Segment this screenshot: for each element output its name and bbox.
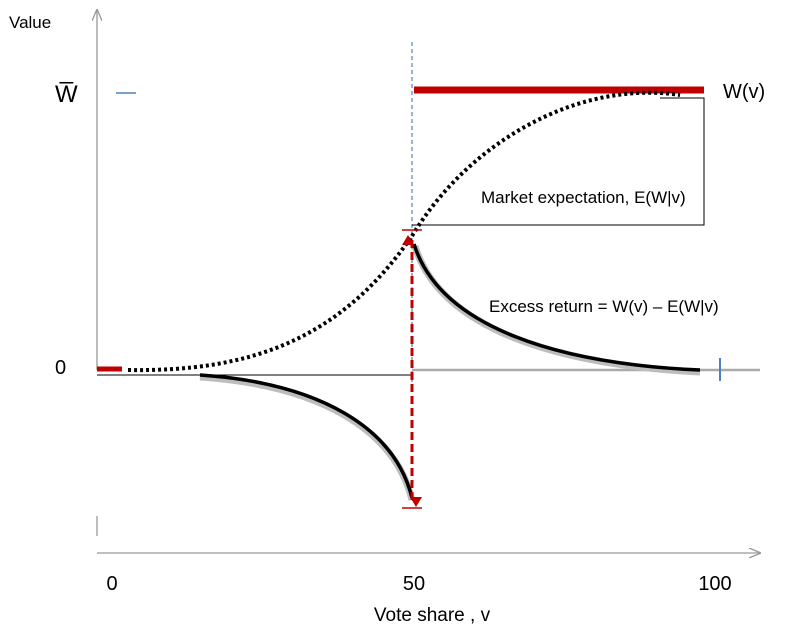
y-tick-wbar: W̅	[55, 81, 78, 108]
y-tick-zero: 0	[55, 357, 66, 379]
excess-curve-lower	[199, 373, 414, 499]
y-axis-title: Value	[9, 13, 51, 32]
excess-return-label: Excess return = W(v) – E(W|v)	[489, 297, 719, 316]
expectation-curve-right	[410, 90, 681, 238]
x-tick-0: 0	[106, 573, 117, 595]
expectation-curve-left	[127, 234, 414, 373]
x-axis-title: Vote share , v	[374, 605, 491, 626]
x-tick-50: 50	[403, 573, 425, 595]
expectation-label: Market expectation, E(W|v)	[481, 188, 686, 207]
excess-curve-upper	[412, 243, 701, 372]
x-tick-100: 100	[698, 573, 731, 595]
w-label: W(v)	[723, 81, 765, 103]
expectation-bracket	[412, 97, 705, 226]
